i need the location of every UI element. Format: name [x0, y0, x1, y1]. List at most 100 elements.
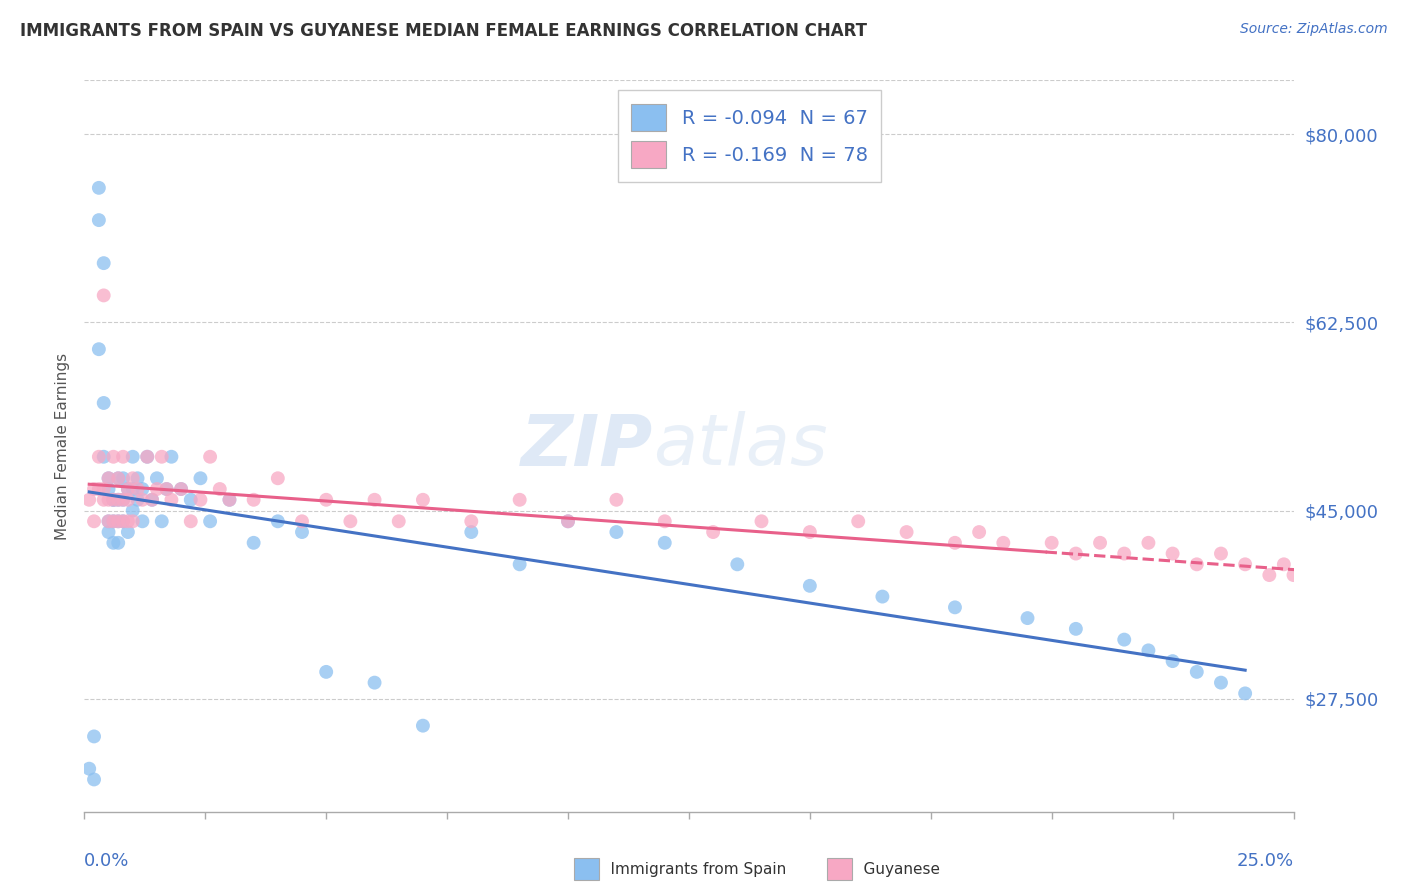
- Point: [1137, 643, 1160, 657]
- Point: [160, 492, 183, 507]
- Point: [83, 514, 105, 528]
- Point: [103, 492, 125, 507]
- Point: [93, 482, 115, 496]
- Point: [198, 514, 221, 528]
- Point: [150, 514, 173, 528]
- Point: [509, 492, 531, 507]
- Point: [77, 492, 100, 507]
- Point: [1209, 547, 1232, 561]
- Point: [198, 450, 221, 464]
- FancyBboxPatch shape: [574, 858, 599, 880]
- Point: [93, 396, 115, 410]
- Point: [155, 482, 177, 496]
- Point: [112, 514, 135, 528]
- Point: [509, 558, 531, 572]
- Point: [87, 482, 110, 496]
- Point: [170, 482, 193, 496]
- Point: [190, 492, 212, 507]
- Point: [1137, 536, 1160, 550]
- Point: [97, 514, 120, 528]
- Point: [242, 536, 264, 550]
- Point: [112, 492, 135, 507]
- Point: [702, 524, 724, 539]
- Point: [170, 482, 193, 496]
- Text: Immigrants from Spain: Immigrants from Spain: [591, 863, 786, 877]
- Point: [751, 514, 773, 528]
- Point: [725, 558, 748, 572]
- Point: [605, 524, 627, 539]
- Point: [107, 492, 129, 507]
- Point: [112, 471, 135, 485]
- Point: [291, 514, 314, 528]
- Point: [412, 492, 434, 507]
- Point: [103, 492, 125, 507]
- Point: [103, 492, 125, 507]
- Point: [112, 514, 135, 528]
- Point: [799, 579, 821, 593]
- Point: [208, 482, 231, 496]
- Point: [1161, 547, 1184, 561]
- Point: [103, 514, 125, 528]
- Point: [460, 514, 482, 528]
- Point: [412, 719, 434, 733]
- Point: [872, 590, 894, 604]
- Y-axis label: Median Female Earnings: Median Female Earnings: [55, 352, 70, 540]
- Point: [363, 492, 385, 507]
- Point: [121, 514, 143, 528]
- Text: 0.0%: 0.0%: [84, 852, 129, 870]
- Point: [1258, 568, 1281, 582]
- Point: [87, 450, 110, 464]
- Point: [103, 536, 125, 550]
- Point: [339, 514, 361, 528]
- Point: [103, 450, 125, 464]
- Point: [146, 471, 169, 485]
- Point: [1088, 536, 1111, 550]
- Point: [117, 492, 139, 507]
- Point: [97, 524, 120, 539]
- Point: [117, 482, 139, 496]
- Text: IMMIGRANTS FROM SPAIN VS GUYANESE MEDIAN FEMALE EARNINGS CORRELATION CHART: IMMIGRANTS FROM SPAIN VS GUYANESE MEDIAN…: [20, 22, 866, 40]
- Point: [83, 482, 105, 496]
- Point: [967, 524, 990, 539]
- Point: [155, 482, 177, 496]
- Point: [97, 471, 120, 485]
- Point: [943, 600, 966, 615]
- Point: [107, 492, 129, 507]
- Point: [1114, 547, 1136, 561]
- Point: [1185, 558, 1208, 572]
- Point: [121, 482, 143, 496]
- Point: [107, 471, 129, 485]
- Point: [131, 492, 153, 507]
- Text: Source: ZipAtlas.com: Source: ZipAtlas.com: [1240, 22, 1388, 37]
- Point: [121, 503, 143, 517]
- Point: [112, 492, 135, 507]
- Point: [131, 482, 153, 496]
- Point: [77, 762, 100, 776]
- Point: [218, 492, 240, 507]
- Point: [1292, 579, 1315, 593]
- Point: [107, 514, 129, 528]
- Point: [150, 450, 173, 464]
- Point: [107, 514, 129, 528]
- Point: [141, 492, 163, 507]
- Point: [160, 450, 183, 464]
- Point: [180, 514, 202, 528]
- Text: atlas: atlas: [652, 411, 827, 481]
- Point: [267, 514, 290, 528]
- Point: [107, 536, 129, 550]
- Point: [1017, 611, 1039, 625]
- Point: [943, 536, 966, 550]
- Point: [1064, 622, 1087, 636]
- Point: [127, 492, 149, 507]
- Point: [136, 450, 159, 464]
- Legend: R = -0.094  N = 67, R = -0.169  N = 78: R = -0.094 N = 67, R = -0.169 N = 78: [617, 90, 882, 182]
- Point: [291, 524, 314, 539]
- Point: [136, 450, 159, 464]
- Point: [117, 514, 139, 528]
- Point: [1322, 579, 1344, 593]
- Point: [1209, 675, 1232, 690]
- Point: [1355, 590, 1378, 604]
- Point: [97, 471, 120, 485]
- Point: [1064, 547, 1087, 561]
- Point: [112, 450, 135, 464]
